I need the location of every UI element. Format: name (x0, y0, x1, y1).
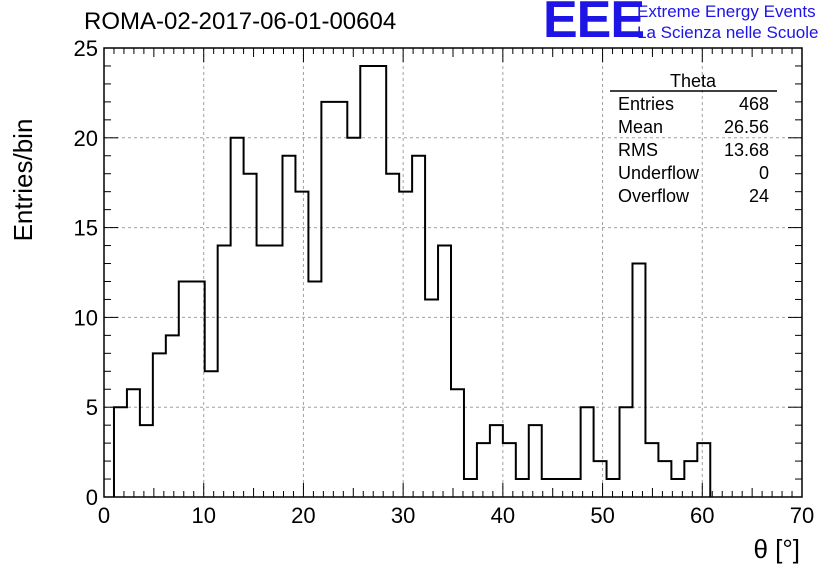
x-tick-label: 0 (98, 503, 110, 528)
histogram-outline (112, 64, 712, 497)
x-tick-label: 30 (391, 503, 415, 528)
stats-value-mean: 26.56 (724, 117, 769, 137)
stats-value-underflow: 0 (759, 163, 769, 183)
stats-value-overflow: 24 (749, 186, 769, 206)
y-tick-label: 0 (86, 485, 98, 510)
x-tick-label: 20 (291, 503, 315, 528)
x-axis: 0 10 20 30 40 50 60 70 (98, 48, 814, 528)
y-tick-label: 5 (86, 395, 98, 420)
x-tick-label: 40 (491, 503, 515, 528)
y-tick-label: 10 (74, 305, 98, 330)
y-tick-label: 25 (74, 36, 98, 61)
x-axis-title: θ [°] (753, 534, 800, 564)
stats-label-rms: RMS (618, 140, 658, 160)
x-tick-label: 60 (690, 503, 714, 528)
stats-label-mean: Mean (618, 117, 663, 137)
x-tick-label: 10 (191, 503, 215, 528)
logo-subtitle-2: La Scienza nelle Scuole (637, 23, 819, 42)
x-tick-label: 70 (790, 503, 814, 528)
stats-label-entries: Entries (618, 94, 674, 114)
y-axis-title: Entries/bin (8, 119, 38, 242)
logo-subtitle-1: Extreme Energy Events (637, 2, 816, 21)
stats-value-rms: 13.68 (724, 140, 769, 160)
plot-frame (103, 47, 803, 498)
y-axis: 0 5 10 15 20 25 (74, 36, 802, 510)
stats-value-entries: 468 (739, 94, 769, 114)
y-tick-label: 15 (74, 216, 98, 241)
stats-label-overflow: Overflow (618, 186, 690, 206)
x-tick-label: 50 (590, 503, 614, 528)
stats-box: Theta Entries 468 Mean 26.56 RMS 13.68 Underfl… (610, 71, 777, 206)
page-title: ROMA-02-2017-06-01-00604 (84, 8, 397, 35)
eee-logo: EEE (543, 0, 645, 49)
grid-lines (104, 48, 802, 497)
stats-label-underflow: Underflow (618, 163, 700, 183)
y-tick-label: 20 (74, 126, 98, 151)
stats-box-title: Theta (670, 71, 717, 91)
